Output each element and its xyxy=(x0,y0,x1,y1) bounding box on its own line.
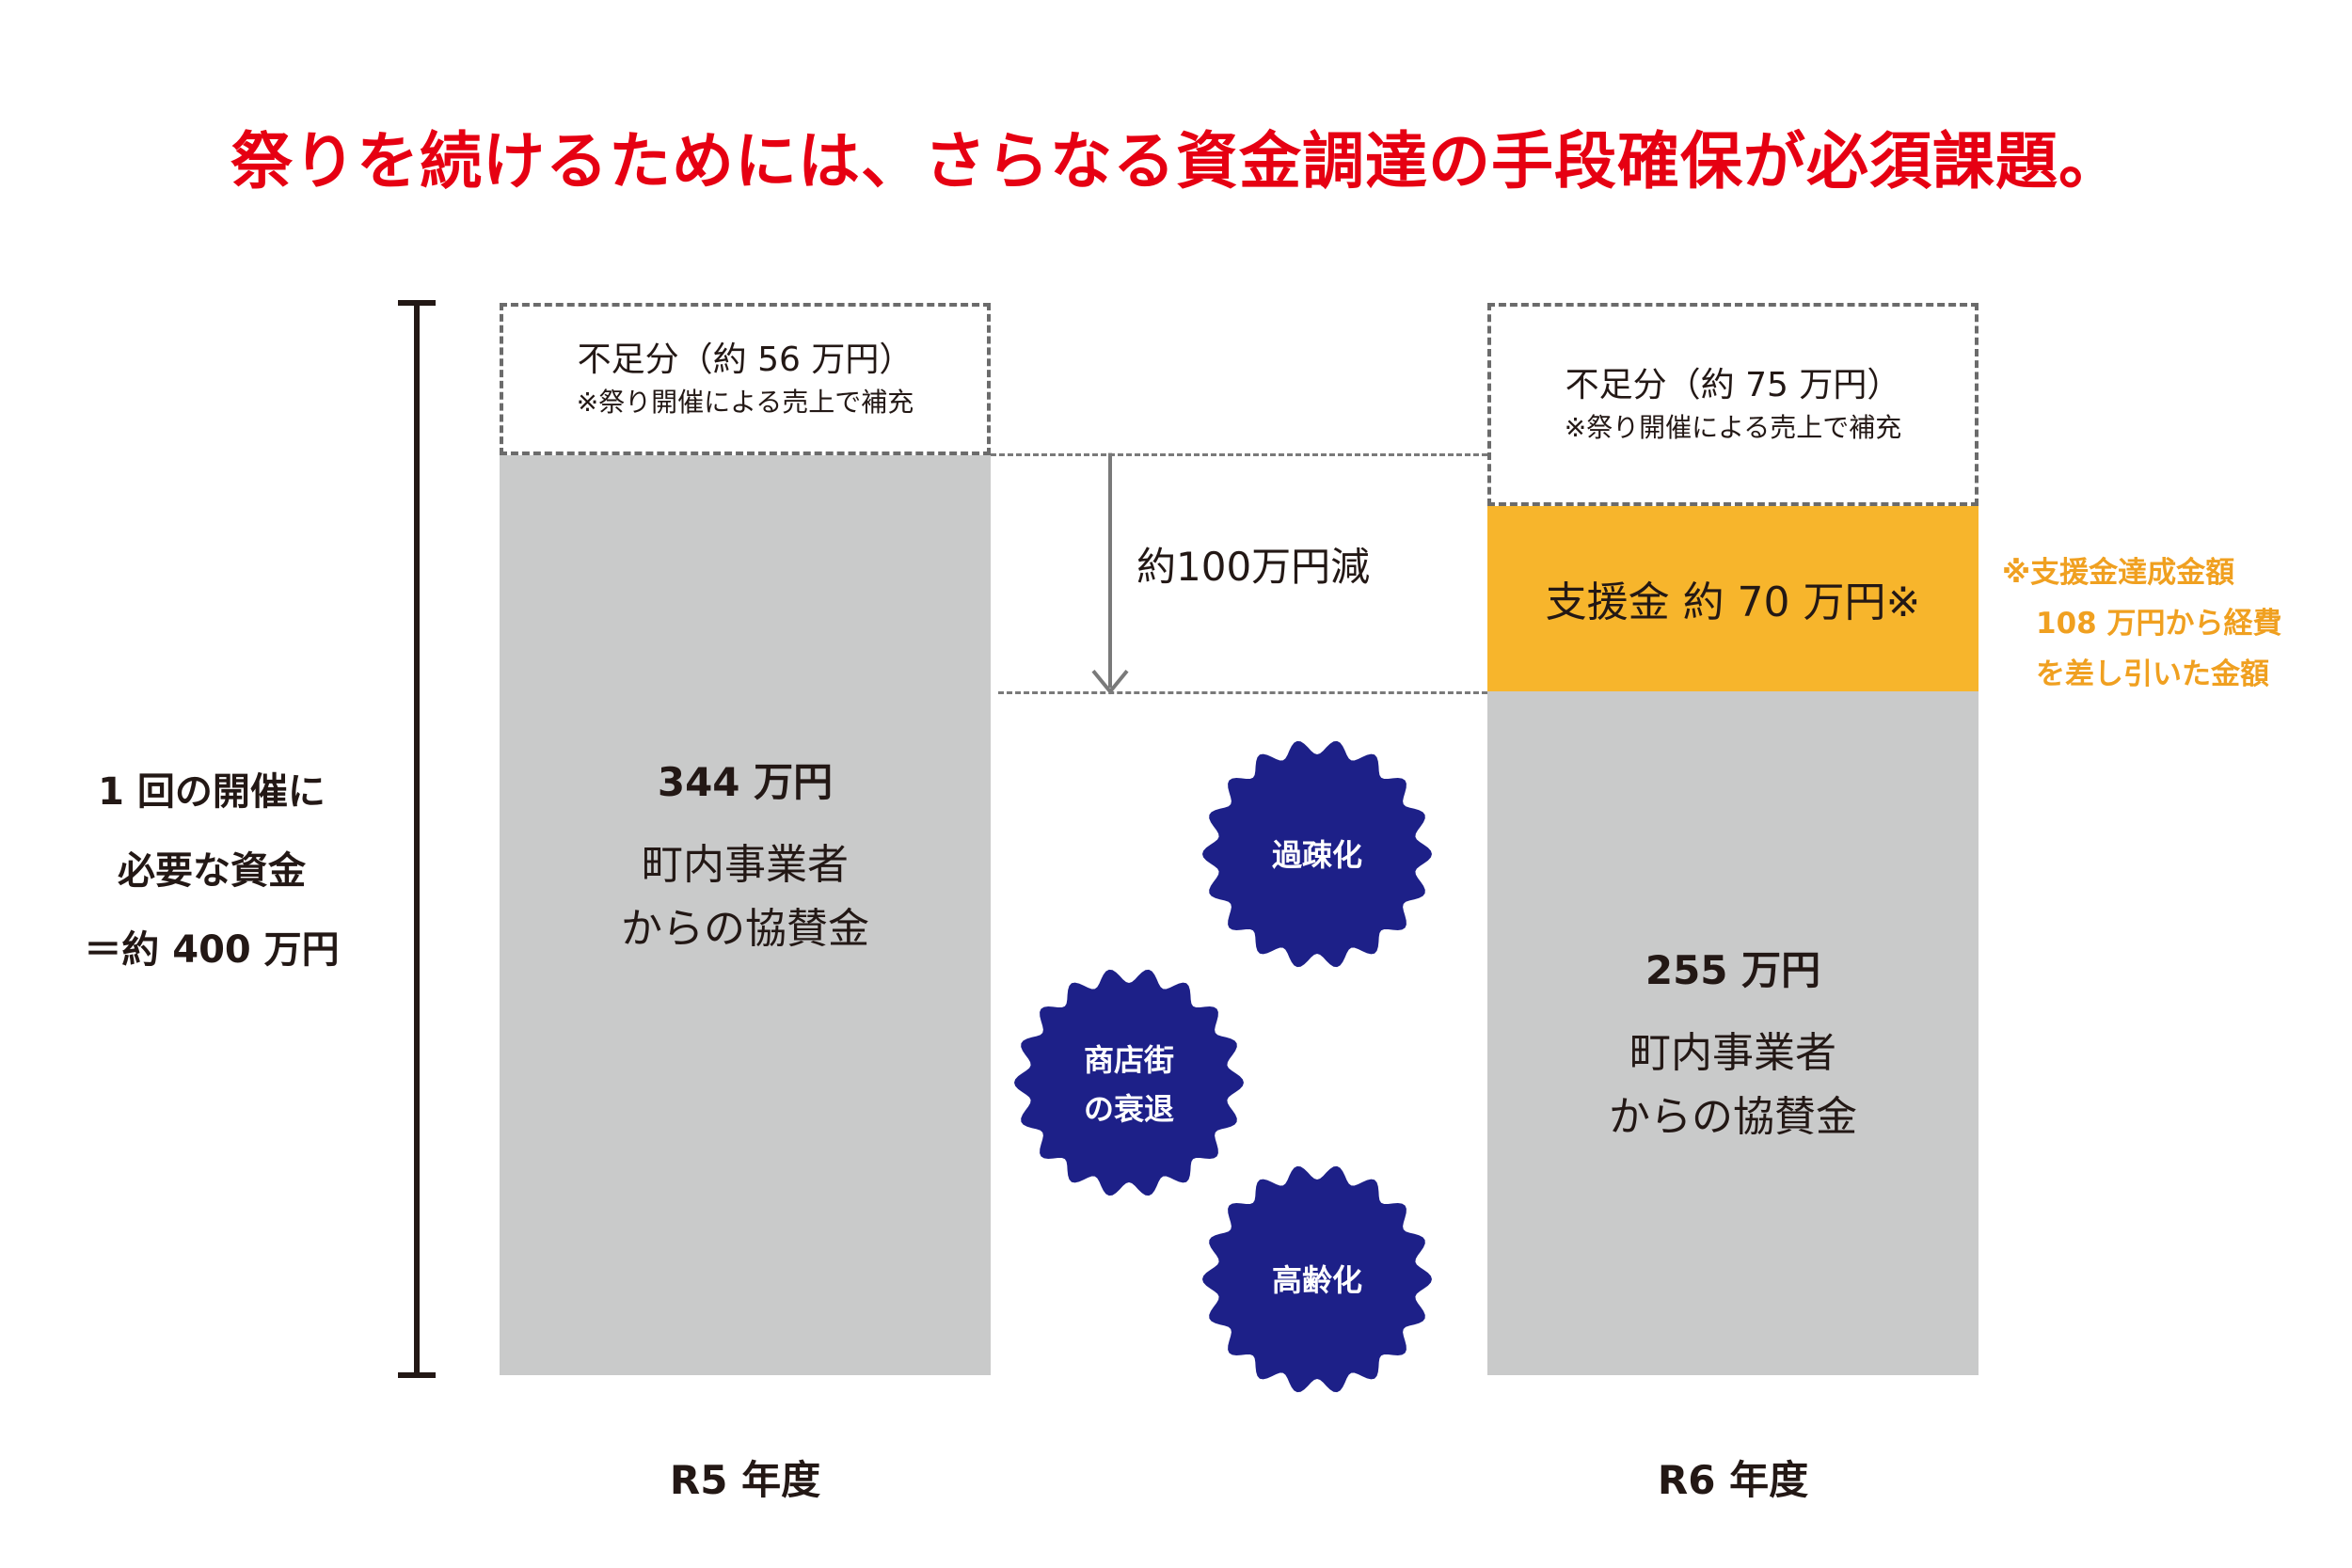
sponsorship-bar xyxy=(1487,691,1979,1375)
support-bar: 支援金 約 70 万円※ xyxy=(1487,503,1979,692)
sponsorship-description: からの協賛金 xyxy=(1609,1093,1857,1141)
support-note: ※支援金達成金額 108 万円から経費 を差し引いた金額 xyxy=(2002,547,2282,700)
reduction-guide-bottom xyxy=(998,691,1487,695)
page-title: 祭りを続けるためには、さらなる資金調達の手段確保が必須課題。 xyxy=(230,125,2122,198)
sponsorship-amount: 255 万円 xyxy=(1645,947,1821,993)
shortfall-box: 不足分（約 75 万円） ※祭り開催による売上で補充 xyxy=(1487,303,1979,506)
badge-label-line: 高齢化 xyxy=(1271,1262,1362,1298)
sponsorship-bar xyxy=(500,452,991,1375)
support-note-line: を差し引いた金額 xyxy=(2036,657,2269,691)
support-note-line: ※支援金達成金額 xyxy=(2002,556,2235,590)
sponsorship-bar-label: 344 万円 町内事業者からの協賛金 xyxy=(500,752,991,961)
shortfall-note: ※祭り開催による売上で補充 xyxy=(1564,411,1902,443)
reduction-label: 約100万円減 xyxy=(1136,544,1371,591)
badge-depopulation-label: 過疎化 xyxy=(1204,831,1430,879)
total-label-line: ＝約 400 万円 xyxy=(84,928,340,972)
shortfall-label: 不足分（約 75 万円） xyxy=(1565,365,1901,404)
support-bar-label: 支援金 約 70 万円※ xyxy=(1545,578,1921,626)
total-label-line: 1 回の開催に xyxy=(98,770,326,814)
sponsorship-amount: 344 万円 xyxy=(657,759,834,805)
shortfall-label: 不足分（約 56 万円） xyxy=(577,340,914,379)
category-label: R5 年度 xyxy=(669,1457,821,1503)
shortfall-note: ※祭り開催による売上で補充 xyxy=(576,386,914,418)
badge-shopping-street-label: 商店街 の衰退 xyxy=(1016,1036,1242,1133)
sponsorship-description: 町内事業者 xyxy=(1629,1029,1836,1077)
total-funds-label: 1 回の開催に 必要な資金 ＝約 400 万円 xyxy=(47,752,376,990)
category-label: R6 年度 xyxy=(1657,1457,1809,1503)
support-note-line: 108 万円から経費 xyxy=(2036,607,2282,641)
shortfall-box: 不足分（約 56 万円） ※祭り開催による売上で補充 xyxy=(500,303,991,455)
badge-label-line: の衰退 xyxy=(1083,1091,1174,1127)
badge-aging-label: 高齢化 xyxy=(1204,1256,1430,1305)
sponsorship-description: からの協賛金 xyxy=(621,905,869,953)
sponsorship-bar-label: 255 万円 町内事業者からの協賛金 xyxy=(1487,941,1979,1149)
sponsorship-description: 町内事業者 xyxy=(642,841,849,889)
total-label-line: 必要な資金 xyxy=(118,849,306,893)
badge-label-line: 過疎化 xyxy=(1271,837,1362,873)
badge-label-line: 商店街 xyxy=(1083,1042,1174,1078)
reduction-guide-top xyxy=(991,452,1487,456)
